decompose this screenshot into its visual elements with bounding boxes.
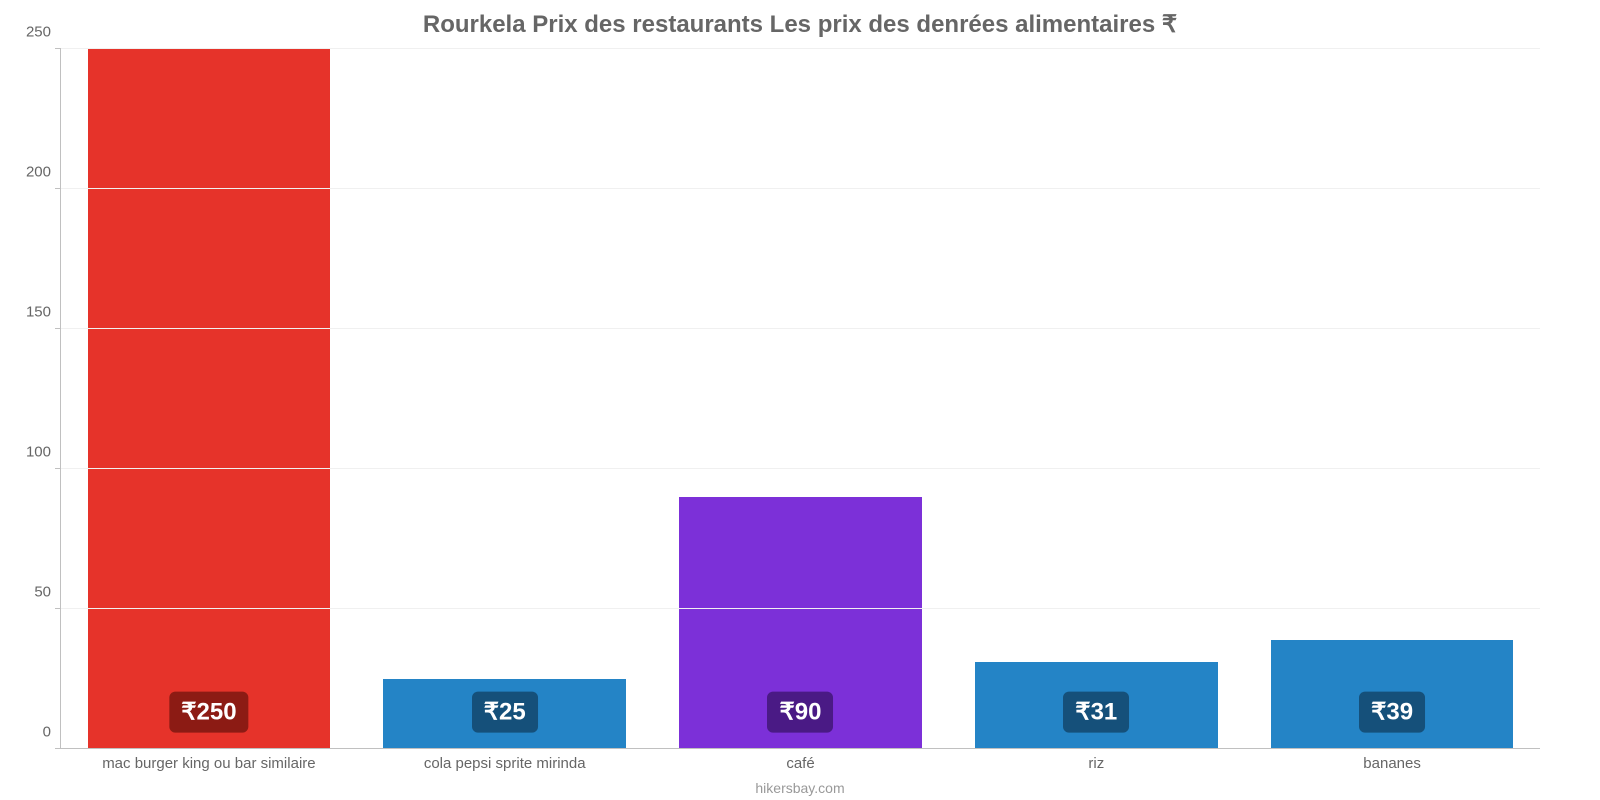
gridline <box>61 328 1540 329</box>
plot-area: ₹250₹25₹90₹31₹39 mac burger king ou bar … <box>60 49 1540 749</box>
bar-slot: ₹39 <box>1244 49 1540 749</box>
value-badge: ₹39 <box>1359 692 1425 733</box>
gridline <box>61 608 1540 609</box>
bar: ₹90 <box>679 497 922 749</box>
bar: ₹31 <box>975 662 1218 749</box>
y-tick-label: 150 <box>26 304 61 321</box>
x-labels-row: mac burger king ou bar similairecola pep… <box>61 755 1540 772</box>
value-badge: ₹90 <box>768 692 834 733</box>
x-axis-baseline <box>61 748 1540 749</box>
value-badge: ₹31 <box>1063 692 1129 733</box>
bars-row: ₹250 ₹25 ₹90 ₹31 ₹39 <box>61 49 1540 749</box>
x-axis-label: cola pepsi sprite mirinda <box>357 755 653 772</box>
x-axis-label: bananes <box>1244 755 1540 772</box>
y-tick-mark <box>55 748 61 749</box>
y-tick-mark <box>55 188 61 189</box>
x-axis-label: café <box>653 755 949 772</box>
y-tick-label: 200 <box>26 164 61 181</box>
bar-slot: ₹250 <box>61 49 357 749</box>
y-tick-label: 250 <box>26 24 61 41</box>
y-tick-mark <box>55 468 61 469</box>
bar: ₹39 <box>1271 640 1514 749</box>
value-badge: ₹250 <box>169 692 248 733</box>
chart-container: Rourkela Prix des restaurants Les prix d… <box>0 0 1600 800</box>
bar: ₹250 <box>88 49 331 749</box>
gridline <box>61 468 1540 469</box>
value-badge: ₹25 <box>472 692 538 733</box>
y-tick-label: 0 <box>43 724 61 741</box>
y-tick-mark <box>55 48 61 49</box>
chart-source: hikersbay.com <box>0 780 1600 796</box>
x-axis-label: riz <box>948 755 1244 772</box>
chart-title: Rourkela Prix des restaurants Les prix d… <box>60 10 1540 39</box>
y-tick-label: 50 <box>34 584 61 601</box>
bar-slot: ₹25 <box>357 49 653 749</box>
y-tick-mark <box>55 328 61 329</box>
gridline <box>61 48 1540 49</box>
gridline <box>61 188 1540 189</box>
bar: ₹25 <box>383 679 626 749</box>
y-tick-label: 100 <box>26 444 61 461</box>
x-axis-label: mac burger king ou bar similaire <box>61 755 357 772</box>
bar-slot: ₹31 <box>948 49 1244 749</box>
y-tick-mark <box>55 608 61 609</box>
bar-slot: ₹90 <box>653 49 949 749</box>
